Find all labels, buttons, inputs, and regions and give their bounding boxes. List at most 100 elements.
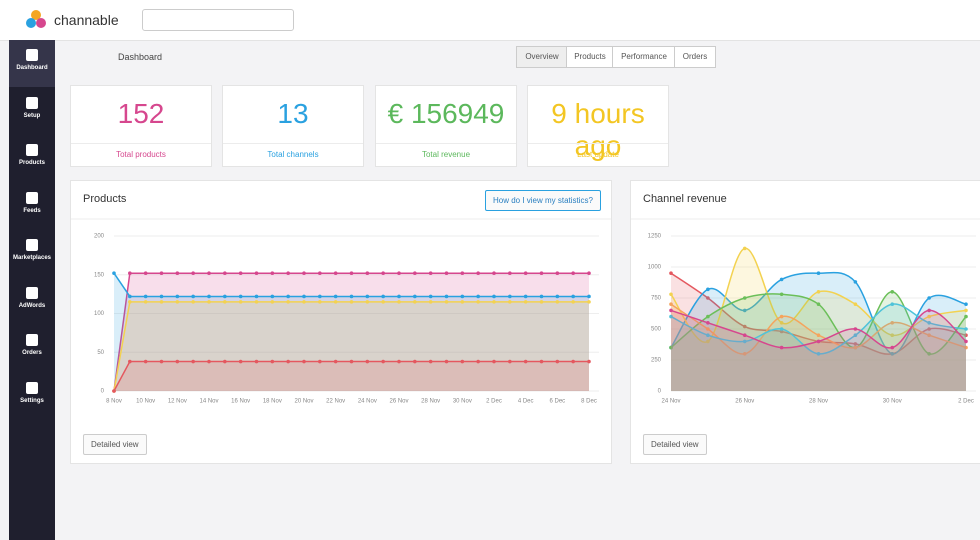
y-tick-label: 100 <box>94 311 105 317</box>
point <box>365 294 370 299</box>
tab[interactable]: Overview <box>516 46 568 68</box>
detail-button[interactable]: Detailed view <box>83 434 147 455</box>
point <box>413 359 417 364</box>
point <box>302 271 306 275</box>
nav-item[interactable]: Setup <box>9 88 55 135</box>
x-tick-label: 30 Nov <box>453 399 472 405</box>
point <box>444 300 449 304</box>
point <box>128 294 132 299</box>
nav-icon <box>26 286 38 299</box>
sidebar: Dashboard Setup Products Feeds Marketplaces A… <box>9 40 55 540</box>
nav-item[interactable]: Products <box>9 135 55 182</box>
point <box>539 300 544 304</box>
point <box>207 359 211 364</box>
point <box>669 345 673 350</box>
point <box>964 302 968 306</box>
point <box>779 314 784 319</box>
detail-button[interactable]: Detailed view <box>643 434 707 455</box>
nav-item[interactable]: Dashboard <box>9 40 55 87</box>
point <box>555 271 560 275</box>
nav-item[interactable]: Orders <box>9 325 55 372</box>
point <box>853 333 858 337</box>
x-tick-label: 14 Nov <box>199 399 218 405</box>
point <box>523 359 528 364</box>
point <box>365 300 370 304</box>
point <box>706 333 710 337</box>
point <box>927 352 931 356</box>
point <box>397 359 401 364</box>
panel-title: Channel revenue <box>643 193 727 205</box>
nav-label: Orders <box>22 350 42 356</box>
nav-icon <box>26 96 38 109</box>
point <box>706 327 710 331</box>
point <box>397 300 401 304</box>
x-tick-label: 10 Nov <box>136 399 155 405</box>
point <box>413 271 417 275</box>
nav-label: Products <box>18 160 45 166</box>
point <box>381 300 385 304</box>
nav-item[interactable]: AdWords <box>9 278 55 325</box>
top-bar: channable <box>0 0 980 41</box>
point <box>779 277 784 282</box>
nav-item[interactable]: Settings <box>9 373 55 420</box>
x-tick-label: 24 Nov <box>661 399 680 405</box>
point <box>143 294 148 299</box>
point <box>428 294 433 299</box>
tab[interactable]: Orders <box>674 46 716 68</box>
tab[interactable]: Products <box>566 46 614 68</box>
point <box>159 359 164 364</box>
point <box>444 271 449 275</box>
area <box>671 310 966 391</box>
y-tick-label: 250 <box>651 358 662 364</box>
stat-card: 9 hours ago Last update <box>527 85 669 167</box>
chart: 0 50 100 150 200 8 Nov 10 Nov 12 Nov 14 Nov 16 No… <box>71 218 611 405</box>
point <box>476 300 480 304</box>
point <box>349 300 354 304</box>
nav-item[interactable]: Feeds <box>9 183 55 230</box>
point <box>492 271 496 275</box>
point <box>254 271 259 275</box>
x-tick-label: 12 Nov <box>168 399 187 405</box>
chart: 0 250 500 750 1000 1250 24 Nov 26 Nov 28 Nov 30 N… <box>631 218 980 405</box>
nav-icon <box>26 334 38 346</box>
point <box>555 359 560 364</box>
nav-item[interactable]: Marketplaces <box>9 230 55 277</box>
stat-value: 9 hours ago <box>551 98 645 161</box>
point <box>128 359 132 364</box>
point <box>555 300 560 304</box>
point <box>706 314 710 319</box>
stat-card: 13 Total channels <box>222 85 364 167</box>
project-select[interactable] <box>142 9 294 31</box>
nav-label: Feeds <box>23 207 41 214</box>
point <box>508 271 512 275</box>
stat-label: Total channels <box>223 143 363 166</box>
nav-icon <box>26 49 38 61</box>
x-tick-label: 28 Nov <box>421 399 440 405</box>
point <box>191 359 195 364</box>
point <box>964 339 968 344</box>
point <box>587 294 591 299</box>
point <box>555 294 560 299</box>
point <box>927 296 931 300</box>
point <box>927 333 931 337</box>
point <box>238 294 243 299</box>
point <box>191 294 195 299</box>
point <box>175 300 180 304</box>
tab[interactable]: Performance <box>612 46 676 68</box>
breadcrumb: Dashboard <box>118 52 163 62</box>
area <box>671 304 966 391</box>
line <box>670 291 967 355</box>
y-tick-label: 1000 <box>648 265 662 271</box>
x-tick-label: 30 Nov <box>883 399 902 405</box>
help-button[interactable]: How do I view my statistics? <box>484 190 601 211</box>
point <box>143 271 148 275</box>
point <box>476 294 480 299</box>
nav-icon <box>26 381 38 394</box>
point <box>159 294 164 299</box>
area <box>114 301 589 391</box>
products-panel: Products How do I view my statistics? 0 5… <box>70 180 612 464</box>
point <box>333 271 338 275</box>
point <box>270 271 275 275</box>
point <box>397 294 401 299</box>
point <box>159 271 164 275</box>
